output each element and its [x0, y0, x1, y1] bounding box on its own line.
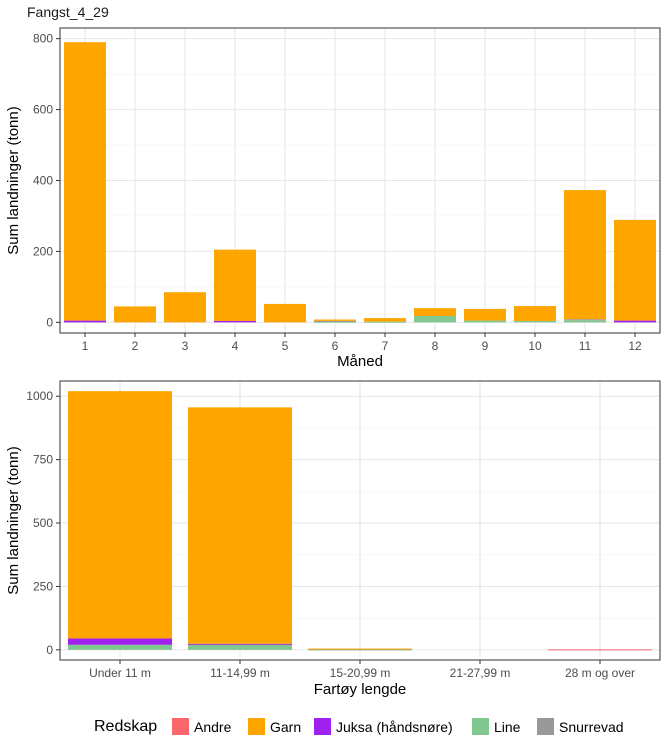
x-tick-label: 12 [628, 339, 642, 353]
bar-segment [114, 306, 156, 323]
y-tick-label: 600 [33, 103, 53, 117]
bar-segment [564, 190, 606, 320]
legend-key-line [472, 718, 489, 735]
bar-segment [264, 303, 306, 323]
bar-segment [614, 320, 656, 323]
y-tick-label: 400 [33, 174, 53, 188]
x-tick-label: 28 m og over [565, 666, 635, 680]
x-tick-label: 7 [382, 339, 389, 353]
bar-segment [188, 407, 292, 644]
y-tick-label: 500 [33, 516, 53, 530]
vessel-length-chart: 0 250 500 750 1000 Under 11 m 11-14,99 m 15-20,… [5, 380, 661, 698]
legend-key-andre [172, 718, 189, 735]
x-tick-label: 4 [232, 339, 239, 353]
chart-title: Fangst_4_29 [27, 4, 109, 20]
x-tick-label: 2 [132, 339, 139, 353]
legend-item-juksa: Juksa (håndsnøre) [314, 718, 453, 735]
x-axis-title: Måned [337, 353, 383, 370]
legend-item-snurrevad: Snurrevad [537, 718, 624, 735]
legend-label: Juksa (håndsnøre) [336, 719, 453, 735]
y-tick-label: 1000 [26, 389, 53, 403]
bar-segment [64, 320, 106, 323]
y-axis-title: Sum landninger (tonn) [5, 446, 22, 594]
bar-segment [514, 306, 556, 321]
bar-segment [214, 320, 256, 323]
bar-segment [464, 320, 506, 323]
panel-border [59, 27, 661, 334]
x-tick-label: 5 [282, 339, 289, 353]
legend-key-garn [248, 718, 265, 735]
bar-segment [564, 319, 606, 321]
x-tick-label: 1 [82, 339, 89, 353]
x-tick-label: 3 [182, 339, 189, 353]
x-tick-label: Under 11 m [89, 666, 151, 680]
bar-segment [188, 644, 292, 650]
bar-segment [308, 648, 412, 650]
legend-label: Andre [194, 719, 232, 735]
y-tick-label: 0 [46, 315, 53, 329]
bar-segment [188, 643, 292, 645]
x-tick-label: 9 [482, 339, 489, 353]
bar-segment [414, 308, 456, 316]
x-tick-label: 21-27,99 m [450, 666, 511, 680]
bar-segment [68, 644, 172, 650]
bar-segment [68, 391, 172, 639]
y-tick-label: 750 [33, 453, 53, 467]
bar-segment [564, 320, 606, 323]
legend-label: Snurrevad [559, 719, 624, 735]
bar-segment [514, 320, 556, 323]
legend-item-andre: Andre [172, 718, 231, 735]
bar-segment [314, 320, 356, 322]
bar-segment [464, 308, 506, 321]
legend-label: Line [494, 719, 521, 735]
x-tick-label: 8 [432, 339, 439, 353]
y-tick-label: 0 [46, 643, 53, 657]
legend-key-snurrevad [537, 718, 554, 735]
bar-segment [614, 219, 656, 321]
bar-segment [548, 649, 652, 651]
bar-segment [214, 249, 256, 321]
y-tick-label: 250 [33, 579, 53, 593]
x-tick-label: 6 [332, 339, 339, 353]
y-axis-title: Sum landninger (tonn) [5, 106, 22, 254]
bar-segment [68, 638, 172, 645]
x-tick-label: 10 [528, 339, 542, 353]
y-tick-label: 200 [33, 244, 53, 258]
x-tick-label: 15-20,99 m [330, 666, 391, 680]
bar-segment [314, 319, 356, 321]
legend: Redskap Andre Garn Juksa (håndsnøre) Lin… [0, 712, 667, 746]
legend-label: Garn [270, 719, 302, 735]
bar-segment [164, 292, 206, 323]
legend-item-line: Line [472, 718, 520, 735]
legend-key-juksa [314, 718, 331, 735]
bar-segment [364, 318, 406, 322]
x-axis-title: Fartøy lengde [314, 681, 407, 698]
bar-segment [414, 315, 456, 323]
x-tick-label: 11 [579, 339, 592, 353]
bar-segment [308, 649, 412, 651]
bar-segment [314, 321, 356, 323]
y-tick-label: 800 [33, 32, 53, 46]
bar-segment [364, 321, 406, 323]
x-tick-label: 11-14,99 m [210, 666, 270, 680]
legend-item-garn: Garn [248, 718, 301, 735]
bar-segment [64, 42, 106, 321]
legend-title: Redskap [94, 718, 158, 735]
